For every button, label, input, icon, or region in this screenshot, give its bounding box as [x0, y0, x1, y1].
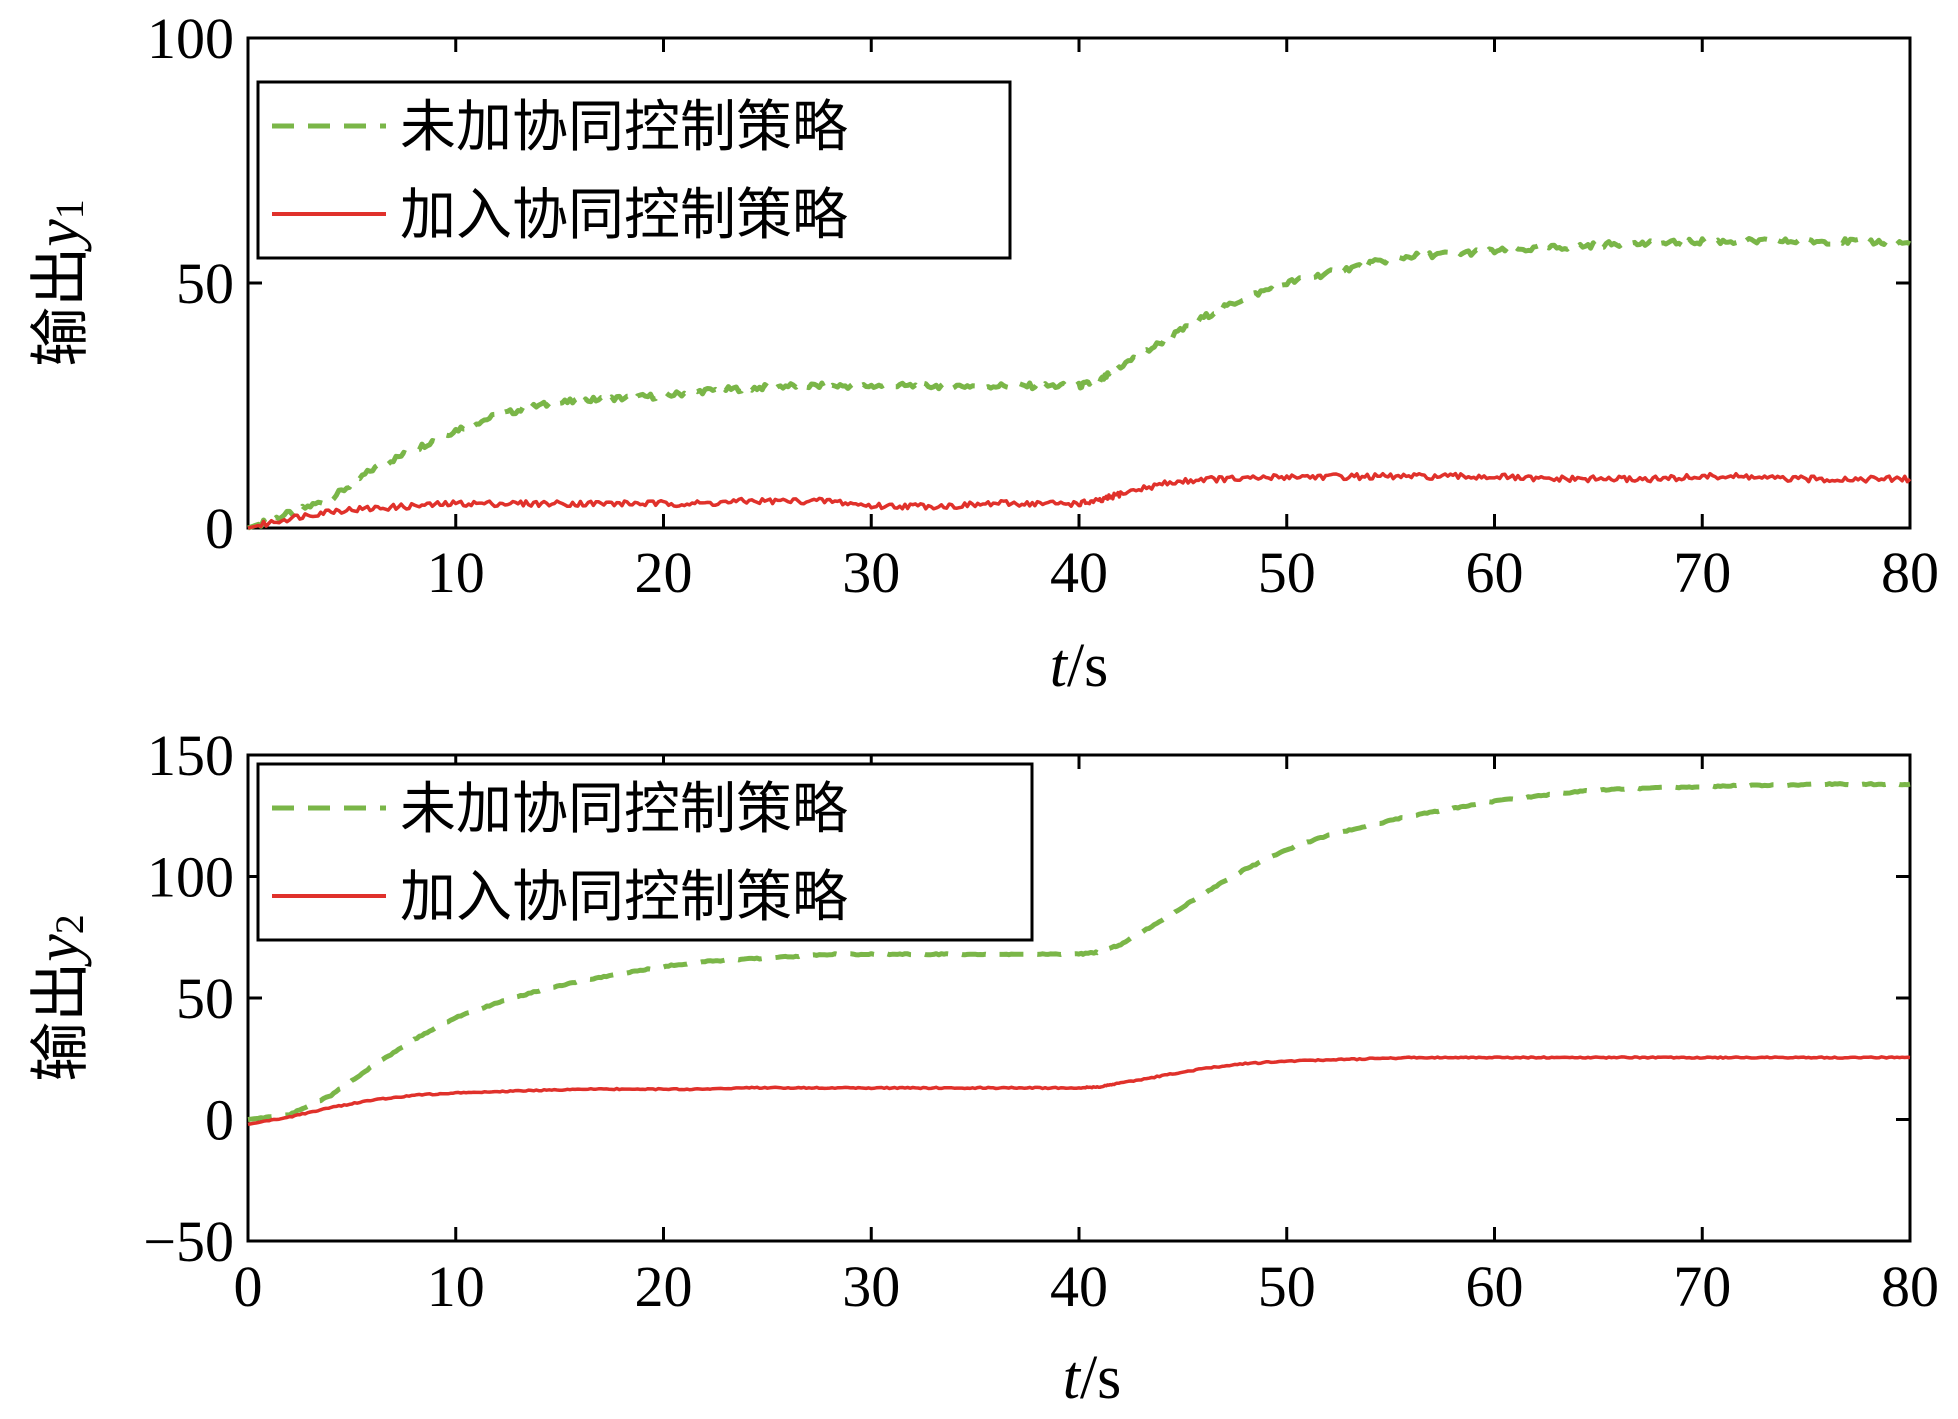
- y-tick-label: 0: [205, 496, 234, 561]
- legend-box: [256, 80, 1012, 260]
- x-axis-label-unit: /s: [1067, 632, 1108, 700]
- y-tick-label: 50: [176, 966, 234, 1031]
- y-axis-label-prefix: 输出: [26, 247, 96, 367]
- x-tick-label: 30: [842, 540, 900, 605]
- x-tick-label: 10: [427, 1254, 485, 1319]
- x-axis-label-var: t: [1050, 632, 1069, 700]
- x-tick-label: 60: [1466, 540, 1524, 605]
- y-axis-label-sub: 1: [47, 199, 92, 219]
- legend-label-series-1: 未加协同控制策略: [400, 777, 848, 842]
- x-axis-label-unit: /s: [1080, 1344, 1121, 1412]
- y-axis-label-prefix: 输出: [26, 962, 96, 1082]
- svg-text:输出y1: 输出y1: [24, 199, 95, 367]
- x-tick-label: 70: [1673, 540, 1731, 605]
- y-tick-label: −50: [143, 1209, 234, 1274]
- y-axis-label-var: y: [24, 219, 92, 253]
- x-axis-label-var: t: [1063, 1344, 1082, 1412]
- series-line-1: [247, 781, 1911, 1122]
- series-group: [247, 235, 1912, 531]
- x-tick-label: 10: [427, 540, 485, 605]
- series-line-2: [247, 471, 1912, 530]
- x-tick-label: 80: [1881, 1254, 1939, 1319]
- y-tick-label: 0: [205, 1088, 234, 1153]
- x-axis-label: t/s: [1050, 632, 1109, 700]
- legend-label-series-2: 加入协同控制策略: [400, 183, 848, 248]
- y-tick-label: 100: [147, 845, 234, 910]
- axis-ticks: 10 20 30 40 50 60 70 80 0 50 100: [147, 6, 1939, 605]
- series-line-1: [247, 235, 1912, 531]
- y-axis-label: 输出y1: [24, 199, 95, 367]
- series-line-2: [247, 1055, 1911, 1127]
- x-tick-label: 50: [1258, 540, 1316, 605]
- subplot-y1: 10 20 30 40 50 60 70 80 0 50 100 输出y1 t/s 未加协同控制策略…: [24, 6, 1939, 700]
- svg-text:输出y2: 输出y2: [24, 914, 95, 1082]
- series-group: [247, 781, 1911, 1127]
- x-tick-label: 20: [635, 540, 693, 605]
- x-tick-label: 60: [1466, 1254, 1524, 1319]
- legend: 未加协同控制策略 加入协同控制策略: [256, 80, 1012, 260]
- y-axis-label-var: y: [24, 934, 92, 968]
- x-tick-label: 20: [635, 1254, 693, 1319]
- y-tick-label: 50: [176, 251, 234, 316]
- x-tick-label: 30: [842, 1254, 900, 1319]
- x-tick-label: 70: [1673, 1254, 1731, 1319]
- y-axis-label: 输出y2: [24, 914, 95, 1082]
- x-tick-label: 80: [1881, 540, 1939, 605]
- y-tick-label: 150: [147, 723, 234, 788]
- x-tick-label: 0: [234, 1254, 263, 1319]
- legend-label-series-2: 加入协同控制策略: [400, 865, 848, 930]
- x-tick-label: 40: [1050, 1254, 1108, 1319]
- x-axis-label: t/s: [1063, 1344, 1122, 1412]
- y-axis-label-sub: 2: [47, 914, 92, 934]
- x-tick-label: 50: [1258, 1254, 1316, 1319]
- legend-label-series-1: 未加协同控制策略: [400, 95, 848, 160]
- legend-box: [256, 762, 1034, 942]
- y-tick-label: 100: [147, 6, 234, 71]
- legend: 未加协同控制策略 加入协同控制策略: [256, 762, 1034, 942]
- x-tick-label: 40: [1050, 540, 1108, 605]
